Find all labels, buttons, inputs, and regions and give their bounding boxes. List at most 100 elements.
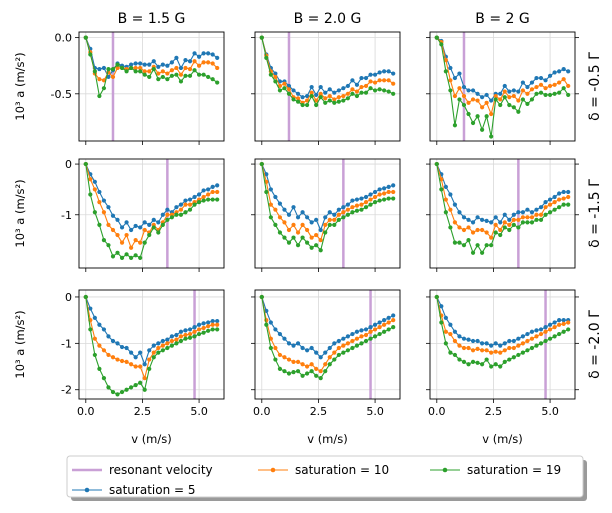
data-point <box>97 66 102 72</box>
data-point <box>97 222 102 228</box>
data-point <box>147 348 152 353</box>
data-point <box>215 183 220 188</box>
data-point <box>277 366 283 371</box>
data-point <box>119 358 125 364</box>
data-point <box>525 101 530 107</box>
data-point <box>359 84 364 90</box>
data-point <box>529 210 535 215</box>
data-point <box>305 371 310 376</box>
data-point <box>498 220 503 225</box>
data-point <box>309 84 314 90</box>
data-point <box>516 89 521 94</box>
data-point <box>452 338 458 344</box>
data-point <box>178 207 184 212</box>
data-point <box>363 199 369 205</box>
data-point <box>187 73 193 78</box>
data-point <box>386 315 391 320</box>
data-point <box>201 321 206 326</box>
data-point <box>115 250 120 255</box>
y-tick-label: 0.0 <box>55 32 73 45</box>
data-point <box>516 210 521 215</box>
data-point <box>391 325 396 330</box>
data-point <box>259 161 264 167</box>
data-point <box>210 61 215 66</box>
data-point <box>101 210 107 215</box>
data-point <box>273 345 278 351</box>
data-point <box>124 220 129 225</box>
data-point <box>259 35 264 40</box>
data-point <box>138 364 143 369</box>
data-point <box>183 336 188 341</box>
data-point <box>489 364 494 369</box>
data-point <box>493 341 498 346</box>
data-point <box>192 59 197 64</box>
data-point <box>391 318 396 323</box>
data-point <box>115 232 120 238</box>
panel-r2-c0 <box>75 289 225 403</box>
data-point <box>470 338 476 344</box>
data-point <box>178 338 184 344</box>
data-point <box>466 217 471 222</box>
data-point <box>452 93 458 99</box>
data-point <box>295 369 301 374</box>
data-point <box>363 75 369 81</box>
data-point <box>480 95 485 100</box>
data-point <box>124 387 129 392</box>
data-point <box>318 369 323 374</box>
data-point <box>133 69 138 74</box>
data-point <box>502 225 507 230</box>
data-point <box>178 202 184 207</box>
data-point <box>341 336 346 341</box>
x-tick-label: 5.0 <box>190 405 208 418</box>
data-point <box>547 73 553 78</box>
data-point <box>480 217 485 222</box>
data-point <box>507 222 512 228</box>
data-point <box>151 217 156 222</box>
data-point <box>534 212 539 217</box>
data-point <box>480 341 485 346</box>
data-point <box>201 330 206 335</box>
data-point <box>138 350 143 355</box>
data-point <box>160 62 165 67</box>
data-point <box>273 357 278 362</box>
data-point <box>268 320 273 325</box>
data-point <box>309 220 314 225</box>
data-point <box>124 359 129 364</box>
data-point <box>466 88 471 93</box>
data-point <box>350 338 355 344</box>
data-point <box>382 329 387 334</box>
data-point <box>363 194 369 200</box>
data-point <box>169 338 174 344</box>
data-point <box>151 225 156 230</box>
data-point <box>363 327 369 332</box>
legend-swatch-marker <box>84 487 90 493</box>
data-point <box>386 184 391 189</box>
data-point <box>434 161 439 167</box>
data-point <box>341 350 346 355</box>
data-point <box>305 227 310 233</box>
data-point <box>318 238 323 243</box>
data-point <box>291 222 296 228</box>
data-point <box>493 93 498 99</box>
data-point <box>210 184 215 189</box>
data-point <box>489 111 494 117</box>
data-point <box>92 69 97 74</box>
data-point <box>201 194 206 200</box>
data-point <box>196 322 202 327</box>
data-point <box>286 83 292 89</box>
data-point <box>502 89 507 94</box>
data-point <box>210 52 215 57</box>
data-point <box>557 197 562 202</box>
data-point <box>538 217 544 222</box>
data-point <box>529 329 535 334</box>
data-point <box>525 84 530 90</box>
data-point <box>147 62 152 67</box>
data-point <box>538 331 544 337</box>
data-point <box>160 212 165 217</box>
data-point <box>461 102 467 108</box>
data-point <box>566 327 571 332</box>
data-point <box>147 69 152 74</box>
data-point <box>377 320 382 325</box>
data-point <box>516 352 521 358</box>
data-point <box>525 91 530 96</box>
